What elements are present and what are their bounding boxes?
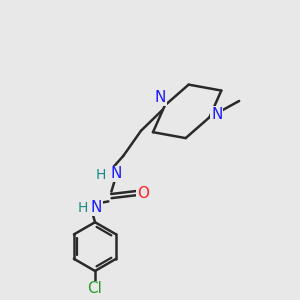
Text: H: H (96, 168, 106, 182)
Text: O: O (137, 186, 149, 201)
Text: H: H (78, 201, 88, 215)
Text: N: N (110, 166, 122, 181)
Text: N: N (155, 91, 166, 106)
Text: Cl: Cl (88, 281, 103, 296)
Text: N: N (211, 107, 223, 122)
Text: N: N (91, 200, 102, 215)
